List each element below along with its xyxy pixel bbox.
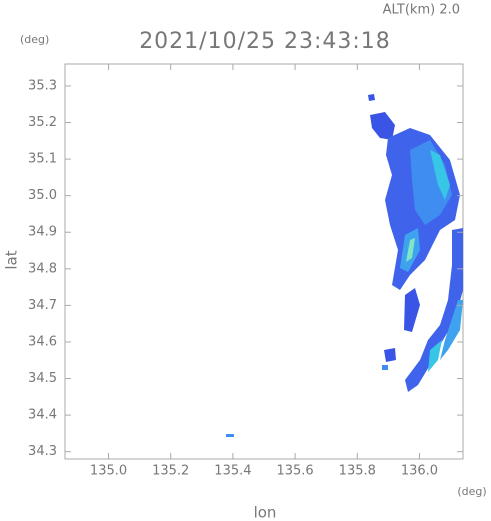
x-axis-label: lon	[254, 504, 277, 521]
y-tick-label: 35.2	[28, 115, 57, 130]
y-tick-label: 34.4	[28, 408, 57, 423]
x-tick-label: 135.0	[90, 464, 127, 479]
y-unit: (deg)	[20, 33, 49, 46]
x-tick-label: 135.4	[214, 464, 251, 479]
x-tick-label: 136.0	[401, 464, 438, 479]
altitude-label: ALT(km) 2.0	[383, 3, 460, 18]
x-tick-label: 135.2	[152, 464, 189, 479]
chart-title: 2021/10/25 23:43:18	[139, 29, 391, 54]
x-unit: (deg)	[457, 485, 486, 498]
y-tick-label: 34.8	[28, 261, 57, 276]
y-tick-label: 35.1	[28, 152, 57, 167]
y-tick-label: 34.7	[28, 298, 57, 313]
x-tick-label: 135.6	[276, 464, 313, 479]
radar-echo	[226, 94, 463, 437]
y-tick-label: 34.5	[28, 371, 57, 386]
y-tick-label: 35.0	[28, 188, 57, 203]
y-tick-label: 34.9	[28, 225, 57, 240]
x-tick-label: 135.8	[339, 464, 376, 479]
y-tick-label: 34.3	[28, 444, 57, 459]
y-axis-label: lat	[3, 250, 21, 269]
y-tick-label: 35.3	[28, 78, 57, 93]
y-tick-label: 34.6	[28, 334, 57, 349]
